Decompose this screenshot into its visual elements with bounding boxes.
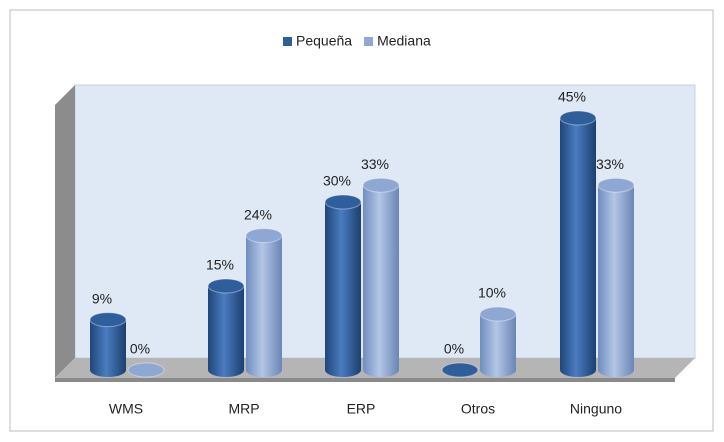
legend-swatch bbox=[283, 37, 292, 46]
bar-top bbox=[597, 177, 635, 193]
x-tick-label: ERP bbox=[347, 401, 376, 417]
side-wall bbox=[55, 85, 75, 378]
x-tick-label: Ninguno bbox=[570, 401, 622, 417]
value-label: 0% bbox=[444, 341, 464, 357]
legend: Pequeña Mediana bbox=[283, 33, 431, 49]
legend-label: Pequeña bbox=[296, 33, 352, 49]
bar-body bbox=[325, 202, 361, 377]
bar bbox=[479, 306, 517, 377]
bar-top bbox=[127, 362, 165, 378]
bar-top bbox=[362, 177, 400, 193]
bar bbox=[127, 362, 165, 378]
bar-top bbox=[441, 362, 479, 378]
x-tick-label: Otros bbox=[461, 401, 495, 417]
value-label: 10% bbox=[478, 285, 506, 301]
value-label: 9% bbox=[92, 290, 112, 306]
value-label: 30% bbox=[323, 173, 351, 189]
bar-top bbox=[245, 228, 283, 244]
bar-top bbox=[559, 110, 597, 126]
bar-body bbox=[598, 185, 634, 377]
value-label: 24% bbox=[244, 206, 272, 222]
bar bbox=[362, 177, 400, 377]
x-tick-label: MRP bbox=[228, 401, 259, 417]
x-tick-label: WMS bbox=[109, 401, 143, 417]
value-label: 0% bbox=[130, 341, 150, 357]
bar bbox=[559, 110, 597, 377]
value-label: 33% bbox=[361, 156, 389, 172]
value-label: 33% bbox=[596, 156, 624, 172]
bar-top bbox=[207, 278, 245, 294]
legend-swatch bbox=[364, 37, 374, 46]
bar bbox=[207, 278, 245, 377]
bar bbox=[324, 194, 362, 377]
bar-body bbox=[560, 118, 596, 377]
bar-top bbox=[324, 194, 362, 210]
bar bbox=[245, 228, 283, 377]
bar-top bbox=[479, 306, 517, 322]
bar bbox=[441, 362, 479, 378]
bar-body bbox=[363, 185, 399, 377]
legend-label: Mediana bbox=[377, 33, 431, 49]
bar-top bbox=[89, 312, 127, 328]
bar bbox=[89, 312, 127, 377]
floor-edge bbox=[55, 378, 675, 382]
value-label: 45% bbox=[558, 89, 586, 105]
bar-body bbox=[90, 319, 126, 377]
bar-body bbox=[208, 286, 244, 377]
bar-body bbox=[246, 235, 282, 377]
bar-body bbox=[480, 314, 516, 377]
value-label: 15% bbox=[206, 257, 234, 273]
bar bbox=[597, 177, 635, 377]
